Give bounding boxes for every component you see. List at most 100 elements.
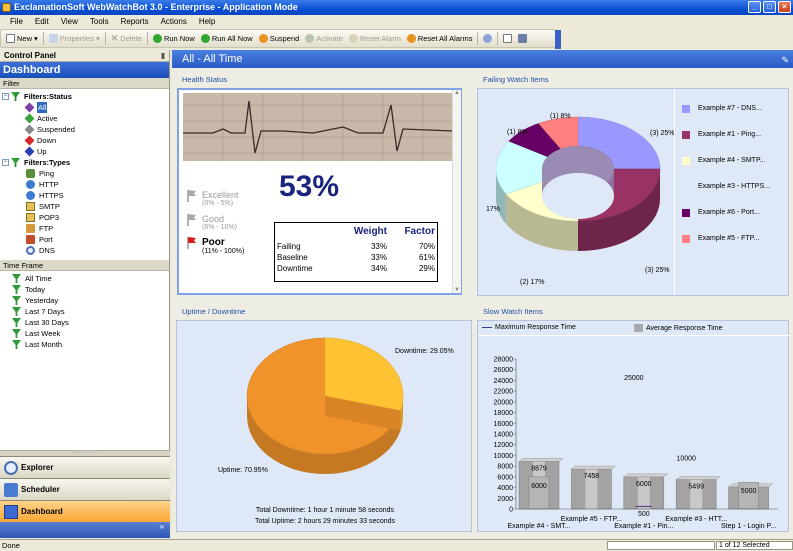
tree-item-active[interactable]: Active	[0, 113, 169, 124]
menu-view[interactable]: View	[60, 17, 78, 26]
timeframe-last-30-days[interactable]: Last 30 Days	[0, 317, 169, 328]
nav-dashboard-button[interactable]: Dashboard	[0, 500, 170, 522]
refresh-button[interactable]	[481, 31, 494, 46]
timeframe-all-time[interactable]: All Time	[0, 273, 169, 284]
downtime-slice	[324, 337, 404, 411]
menu-help[interactable]: Help	[198, 17, 216, 26]
new-button[interactable]: New ▾	[4, 31, 40, 46]
y-tick-label: 12000	[494, 442, 514, 449]
maximize-button[interactable]: □	[763, 1, 776, 13]
reset-all-alarms-button[interactable]: Reset All Alarms	[405, 31, 475, 46]
toolbar: New ▾ Properties ▾ ✕ Delete Run Now Run All…	[0, 29, 561, 49]
new-doc-icon	[6, 34, 15, 43]
run-now-button[interactable]: Run Now	[151, 31, 197, 46]
uptime-pie-chart	[246, 337, 404, 474]
y-tick-label: 2000	[497, 496, 513, 503]
menu-tools[interactable]: Tools	[89, 17, 109, 26]
refresh-icon	[483, 34, 493, 43]
timeframe-last-week[interactable]: Last Week	[0, 328, 169, 339]
timeframe-header: Time Frame	[0, 260, 169, 271]
close-button[interactable]: ×	[778, 1, 791, 13]
bar-avg-highlight	[690, 479, 703, 509]
run-all-now-button[interactable]: Run All Now	[199, 31, 255, 46]
tree-item-suspended[interactable]: Suspended	[0, 124, 169, 135]
tree-item-port[interactable]: Port	[0, 234, 169, 245]
timeframe-today[interactable]: Today	[0, 284, 169, 295]
tree-item-dns[interactable]: DNS	[0, 245, 169, 256]
y-tick-label: 10000	[494, 453, 514, 460]
port-icon	[26, 235, 35, 244]
tree-item-all[interactable]: All	[0, 102, 169, 113]
timeframe-yesterday[interactable]: Yesterday	[0, 295, 169, 306]
tree-item-https[interactable]: HTTPS	[0, 190, 169, 201]
nav-explorer-button[interactable]: Explorer	[0, 456, 170, 478]
tree-node-filters-types[interactable]: − Filters:Types	[2, 158, 71, 167]
toolbar-separator	[104, 32, 106, 45]
menu-edit[interactable]: Edit	[34, 17, 49, 26]
y-tick-label: 18000	[494, 410, 514, 417]
minimize-button[interactable]: _	[748, 1, 761, 13]
suspend-button[interactable]: Suspend	[257, 31, 302, 46]
timeframe-last-month[interactable]: Last Month	[0, 339, 169, 350]
tree-item-pop3[interactable]: POP3	[0, 212, 169, 223]
tree-item-down[interactable]: Down	[0, 135, 169, 146]
uptime-slice	[246, 337, 401, 455]
funnel-icon	[12, 296, 21, 305]
funnel-icon	[12, 340, 21, 349]
menu-reports[interactable]: Reports	[120, 17, 149, 26]
nav-overflow-chevron[interactable]: »	[0, 522, 170, 538]
active-icon	[24, 113, 35, 124]
pie-cut-face	[325, 396, 401, 431]
legend-item: Example #6 - Port...	[682, 207, 770, 218]
donut-hole	[542, 173, 614, 219]
y-tick-label: 6000	[497, 474, 513, 481]
health-scrollbar[interactable]: ▲ ▼	[452, 90, 461, 293]
report-button[interactable]	[501, 31, 514, 46]
splitter-handle[interactable]: · · · · · · · · ·	[0, 450, 170, 456]
dashboard-header: Dashboard	[0, 62, 169, 78]
bar-avg-top	[675, 476, 721, 480]
nav-scheduler-button[interactable]: Scheduler	[0, 478, 170, 500]
run-all-icon	[200, 34, 210, 43]
options-button[interactable]	[516, 31, 529, 46]
menu-file[interactable]: File	[10, 17, 23, 26]
timeframe-last-7-days[interactable]: Last 7 Days	[0, 306, 169, 317]
health-level-poor: Poor (11% - 100%)	[187, 237, 244, 255]
table-row: Failing 33% 70%	[277, 242, 435, 251]
properties-icon	[48, 34, 58, 43]
scroll-up-arrow[interactable]: ▲	[454, 90, 460, 96]
uptime-downtime-title: Uptime / Downtime	[180, 307, 248, 316]
reset-alarm-button[interactable]: Reset Alarm	[347, 31, 403, 46]
tree-item-ping[interactable]: Ping	[0, 168, 169, 179]
bar-avg-highlight	[637, 476, 650, 509]
activate-button[interactable]: Activate	[303, 31, 345, 46]
delete-button[interactable]: ✕ Delete	[110, 33, 142, 43]
table-header-row: Weight Factor	[353, 226, 435, 237]
legend-swatch	[682, 130, 690, 139]
scroll-down-arrow[interactable]: ▼	[454, 287, 460, 293]
pie-slice-label: (1) 8%	[550, 113, 571, 120]
bar-inner-label: 5000	[741, 488, 757, 495]
y-tick-label: 24000	[494, 378, 514, 385]
pin-icon[interactable]: ‖	[161, 52, 165, 61]
collapse-icon[interactable]: −	[2, 159, 9, 166]
pin-icon[interactable]: ✎	[781, 55, 789, 65]
tree-item-ftp[interactable]: FTP	[0, 223, 169, 234]
table-row: Baseline 33% 61%	[277, 253, 435, 262]
properties-button[interactable]: Properties ▾	[47, 31, 102, 46]
health-ecg-image	[183, 93, 453, 161]
pie-slice-side	[496, 169, 507, 225]
bar-avg-top	[570, 465, 616, 470]
collapse-icon[interactable]: −	[2, 93, 9, 100]
funnel-icon	[12, 285, 21, 294]
menu-actions[interactable]: Actions	[160, 17, 187, 26]
gray-flag-icon	[187, 214, 196, 226]
toolbar-overflow-button[interactable]	[555, 30, 561, 49]
tree-item-smtp[interactable]: SMTP	[0, 201, 169, 212]
tree-node-filters-status[interactable]: − Filters:Status	[2, 92, 72, 101]
tree-item-http[interactable]: HTTP	[0, 179, 169, 190]
funnel-icon	[11, 158, 20, 167]
uptime-label: Uptime: 70.95%	[218, 467, 268, 474]
tree-item-up[interactable]: Up	[0, 146, 169, 157]
health-level-good: Good (6% - 10%)	[187, 214, 237, 231]
